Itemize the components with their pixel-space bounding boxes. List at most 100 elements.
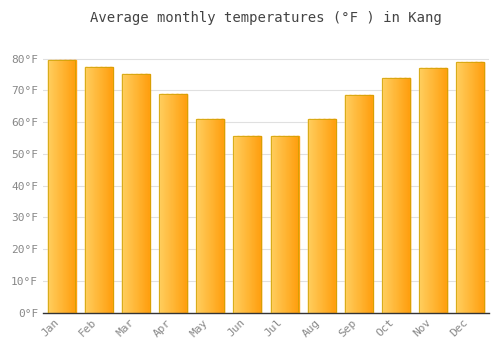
Bar [272,136,273,313]
Bar [210,119,211,313]
Bar [244,136,246,313]
Bar [326,119,328,313]
Bar [234,136,262,313]
Bar [422,68,424,313]
Bar [124,75,125,313]
Bar [433,68,434,313]
Bar [164,93,165,313]
Bar [399,78,400,313]
Bar [102,66,103,313]
Bar [169,93,170,313]
Bar [48,60,49,313]
Bar [196,119,197,313]
Bar [325,119,326,313]
Bar [177,93,178,313]
Bar [172,93,173,313]
Bar [323,119,324,313]
Bar [164,93,166,313]
Bar [469,62,470,313]
Bar [441,68,442,313]
Bar [248,136,249,313]
Bar [335,119,336,313]
Bar [419,68,447,313]
Bar [388,78,389,313]
Bar [122,75,150,313]
Bar [391,78,392,313]
Bar [252,136,253,313]
Bar [460,62,461,313]
Bar [297,136,298,313]
Bar [464,62,466,313]
Bar [382,78,410,313]
Bar [92,66,93,313]
Bar [241,136,242,313]
Bar [462,62,463,313]
Bar [434,68,435,313]
Bar [286,136,288,313]
Bar [101,66,102,313]
Bar [134,75,135,313]
Bar [319,119,320,313]
Bar [218,119,220,313]
Bar [145,75,146,313]
Bar [429,68,430,313]
Bar [160,93,161,313]
Bar [123,75,124,313]
Bar [368,95,369,313]
Bar [212,119,213,313]
Bar [481,62,482,313]
Bar [55,60,56,313]
Bar [58,60,59,313]
Bar [85,66,86,313]
Bar [473,62,474,313]
Bar [209,119,210,313]
Bar [62,60,63,313]
Bar [296,136,297,313]
Bar [351,95,352,313]
Bar [443,68,444,313]
Bar [328,119,329,313]
Bar [176,93,177,313]
Bar [85,66,112,313]
Bar [346,95,347,313]
Bar [159,93,187,313]
Bar [442,68,443,313]
Bar [260,136,262,313]
Bar [108,66,109,313]
Bar [223,119,224,313]
Bar [91,66,92,313]
Bar [166,93,167,313]
Bar [64,60,65,313]
Bar [179,93,180,313]
Bar [182,93,184,313]
Bar [110,66,111,313]
Bar [143,75,144,313]
Bar [472,62,474,313]
Bar [103,66,104,313]
Bar [370,95,372,313]
Bar [467,62,468,313]
Bar [240,136,242,313]
Bar [56,60,58,313]
Bar [475,62,476,313]
Bar [292,136,293,313]
Bar [274,136,275,313]
Bar [257,136,258,313]
Bar [428,68,429,313]
Bar [400,78,401,313]
Bar [137,75,138,313]
Bar [387,78,388,313]
Bar [216,119,217,313]
Bar [457,62,458,313]
Bar [162,93,163,313]
Bar [436,68,437,313]
Bar [67,60,68,313]
Bar [458,62,460,313]
Bar [139,75,140,313]
Bar [345,95,373,313]
Bar [105,66,106,313]
Bar [132,75,134,313]
Bar [310,119,312,313]
Bar [312,119,313,313]
Bar [141,75,142,313]
